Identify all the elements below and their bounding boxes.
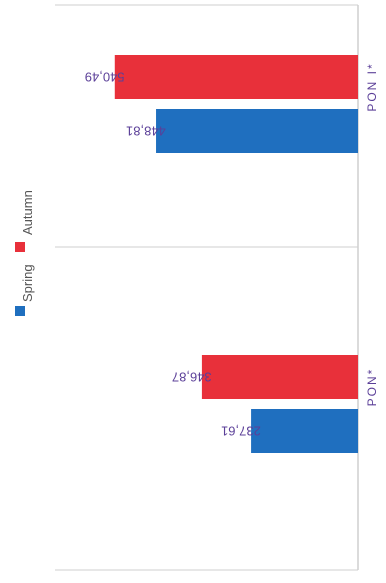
value-label-spring-1: 448,81 — [126, 124, 166, 139]
category-label-2: PON* — [365, 368, 379, 407]
bar-spring-2 — [251, 409, 358, 453]
legend-label-spring: Spring — [20, 264, 35, 302]
legend-label-autumn: Autumn — [20, 190, 35, 235]
bar-autumn-1 — [114, 55, 358, 99]
bar-spring-1 — [156, 109, 358, 153]
legend: Spring Autumn — [2, 150, 52, 320]
legend-swatch-spring — [15, 306, 25, 316]
legend-swatch-autumn — [15, 242, 25, 252]
value-label-autumn-1: 540,49 — [85, 70, 125, 85]
bar-autumn-2 — [201, 355, 358, 399]
legend-item-autumn: Autumn — [2, 170, 52, 252]
legend-item-spring: Spring — [2, 240, 52, 320]
category-label-1: PON I* — [365, 62, 379, 111]
value-label-spring-2: 237,61 — [221, 424, 261, 439]
value-label-autumn-2: 346,87 — [172, 370, 212, 385]
